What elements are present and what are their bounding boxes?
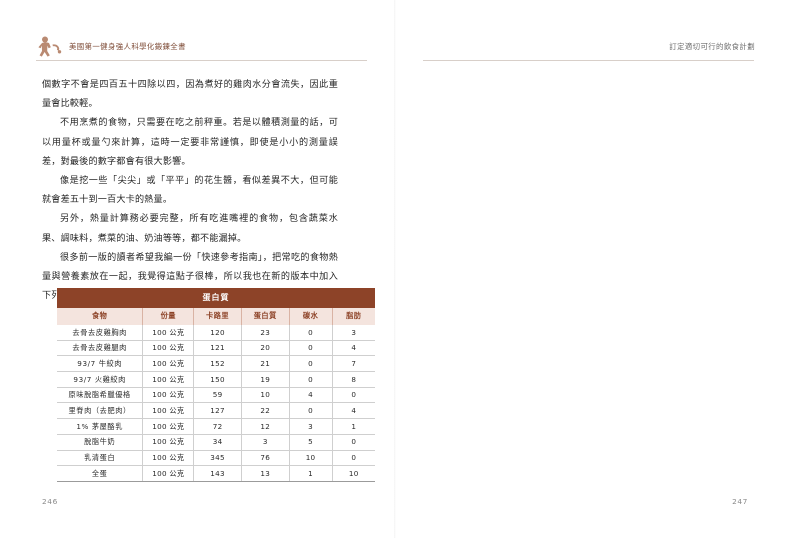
running-head-left-text: 美國第一健身強人科學化鍛鍊全書 (69, 41, 186, 51)
cell-value: 100 公克 (142, 355, 195, 373)
cell-value: 10 (289, 450, 333, 467)
cell-value: 0 (332, 387, 375, 404)
running-head-left: 美國第一健身強人科學化鍛鍊全書 (36, 33, 365, 59)
cell-food: 脫脂牛奶 (57, 434, 144, 451)
page-number-left: 246 (42, 497, 58, 506)
cell-food: 去骨去皮雞胸肉 (57, 325, 144, 341)
protein-nutrition-table: 蛋白質 食物 份量 卡路里 蛋白質 碳水 脂肪 去骨去皮雞胸肉 100 公克 120… (57, 288, 375, 482)
column-header-fat: 脂肪 (332, 308, 375, 325)
column-header-calorie: 卡路里 (193, 308, 242, 325)
cell-value: 7 (332, 355, 375, 373)
cell-value: 100 公克 (142, 325, 195, 341)
cell-value: 3 (332, 325, 375, 341)
table-row: 去骨去皮雞腿肉 100 公克 121 20 0 4 (57, 340, 375, 357)
kettlebell-athlete-icon (36, 34, 64, 58)
table-row: 去骨去皮雞胸肉 100 公克 120 23 0 3 (57, 325, 375, 341)
table-row: 93/7 牛絞肉 100 公克 152 21 0 7 (57, 355, 375, 373)
cell-value: 152 (193, 355, 242, 373)
cell-value: 76 (241, 450, 290, 467)
table-row: 1% 茅屋酪乳 100 公克 72 12 3 1 (57, 418, 375, 435)
paragraph: 另外，熱量計算務必要完整，所有吃進嘴裡的食物，包含蔬菜水果、調味料，煮菜的油、奶… (42, 214, 338, 244)
column-header-serving: 份量 (142, 308, 195, 325)
protein-table-body: 去骨去皮雞胸肉 100 公克 120 23 0 3 去骨去皮雞腿肉 100 公克 121 20 0 4… (57, 325, 375, 482)
cell-value: 100 公克 (142, 450, 195, 467)
cell-food: 93/7 火雞絞肉 (57, 371, 144, 388)
cell-value: 345 (193, 450, 242, 467)
book-gutter-shadow (394, 0, 396, 538)
cell-value: 34 (193, 434, 242, 451)
cell-value: 100 公克 (142, 387, 195, 404)
cell-value: 0 (289, 340, 333, 357)
cell-value: 3 (289, 418, 333, 435)
cell-food: 乳清蛋白 (57, 450, 144, 467)
cell-value: 127 (193, 402, 242, 420)
cell-value: 0 (332, 450, 375, 467)
cell-value: 4 (332, 402, 375, 420)
table-header-row: 食物 份量 卡路里 蛋白質 碳水 脂肪 (57, 308, 375, 325)
cell-value: 59 (193, 387, 242, 404)
cell-value: 143 (193, 465, 242, 482)
column-header-food: 食物 (57, 308, 144, 325)
table-row: 93/7 火雞絞肉 100 公克 150 19 0 8 (57, 371, 375, 388)
cell-value: 72 (193, 418, 242, 435)
page-number-right: 247 (732, 497, 748, 506)
cell-value: 0 (289, 355, 333, 373)
cell-value: 120 (193, 325, 242, 341)
cell-value: 8 (332, 371, 375, 388)
cell-food: 全蛋 (57, 465, 144, 482)
cell-value: 100 公克 (142, 371, 195, 388)
cell-value: 1 (332, 418, 375, 435)
cell-food: 93/7 牛絞肉 (57, 355, 144, 373)
cell-value: 100 公克 (142, 465, 195, 482)
paragraph: 個數字不會是四百五十四除以四，因為煮好的雞肉水分會流失，因此重量會比較輕。 (42, 80, 338, 110)
cell-value: 0 (289, 371, 333, 388)
right-page: 訂定適切可行的飲食計劃 93/7 為瘦肉和肥肉的比例，為百分之九十三以上為瘦肉，… (395, 0, 790, 538)
cell-value: 1 (289, 465, 333, 482)
cell-value: 5 (289, 434, 333, 451)
cell-food: 去骨去皮雞腿肉 (57, 340, 144, 357)
cell-value: 12 (241, 418, 290, 435)
header-rule-left (36, 60, 367, 61)
table-row: 里脊肉（去肥肉） 100 公克 127 22 0 4 (57, 402, 375, 420)
cell-value: 100 公克 (142, 402, 195, 420)
paragraph: 像是挖一些「尖尖」或「平平」的花生醬，看似差異不大，但可能就會差五十到一百大卡的… (42, 176, 338, 206)
cell-value: 0 (289, 402, 333, 420)
cell-value: 21 (241, 355, 290, 373)
cell-food: 原味脫脂希臘優格 (57, 387, 144, 404)
cell-food: 1% 茅屋酪乳 (57, 418, 144, 435)
table-title-row: 蛋白質 (57, 288, 375, 308)
header-rule-right (423, 60, 754, 61)
cell-food: 里脊肉（去肥肉） (57, 402, 144, 420)
cell-value: 121 (193, 340, 242, 357)
cell-value: 23 (241, 325, 290, 341)
cell-value: 100 公克 (142, 434, 195, 451)
cell-value: 10 (332, 465, 375, 482)
table-row: 全蛋 100 公克 143 13 1 10 (57, 465, 375, 482)
table-row: 乳清蛋白 100 公克 345 76 10 0 (57, 450, 375, 467)
table-row: 脫脂牛奶 100 公克 34 3 5 0 (57, 434, 375, 451)
cell-value: 100 公克 (142, 418, 195, 435)
cell-value: 10 (241, 387, 290, 404)
cell-value: 22 (241, 402, 290, 420)
running-head-right-text: 訂定適切可行的飲食計劃 (669, 41, 755, 51)
column-header-protein: 蛋白質 (241, 308, 290, 325)
cell-value: 20 (241, 340, 290, 357)
running-head-right: 訂定適切可行的飲食計劃 (425, 33, 755, 59)
left-page: 美國第一健身強人科學化鍛鍊全書 個數字不會是四百五十四除以四，因為煮好的雞肉水分… (36, 33, 375, 506)
cell-value: 0 (332, 434, 375, 451)
left-body-text: 個數字不會是四百五十四除以四，因為煮好的雞肉水分會流失，因此重量會比較輕。 不用… (42, 76, 338, 306)
cell-value: 4 (332, 340, 375, 357)
cell-value: 4 (289, 387, 333, 404)
table-row: 原味脫脂希臘優格 100 公克 59 10 4 0 (57, 387, 375, 404)
cell-value: 13 (241, 465, 290, 482)
paragraph: 不用烹煮的食物，只需要在吃之前秤重。若是以體積測量的話，可以用量杯或量勺來計算，… (42, 118, 338, 167)
cell-value: 19 (241, 371, 290, 388)
cell-value: 0 (289, 325, 333, 341)
column-header-carb: 碳水 (289, 308, 333, 325)
cell-value: 100 公克 (142, 340, 195, 357)
table-title: 蛋白質 (57, 288, 375, 308)
cell-value: 150 (193, 371, 242, 388)
cell-value: 3 (241, 434, 290, 451)
